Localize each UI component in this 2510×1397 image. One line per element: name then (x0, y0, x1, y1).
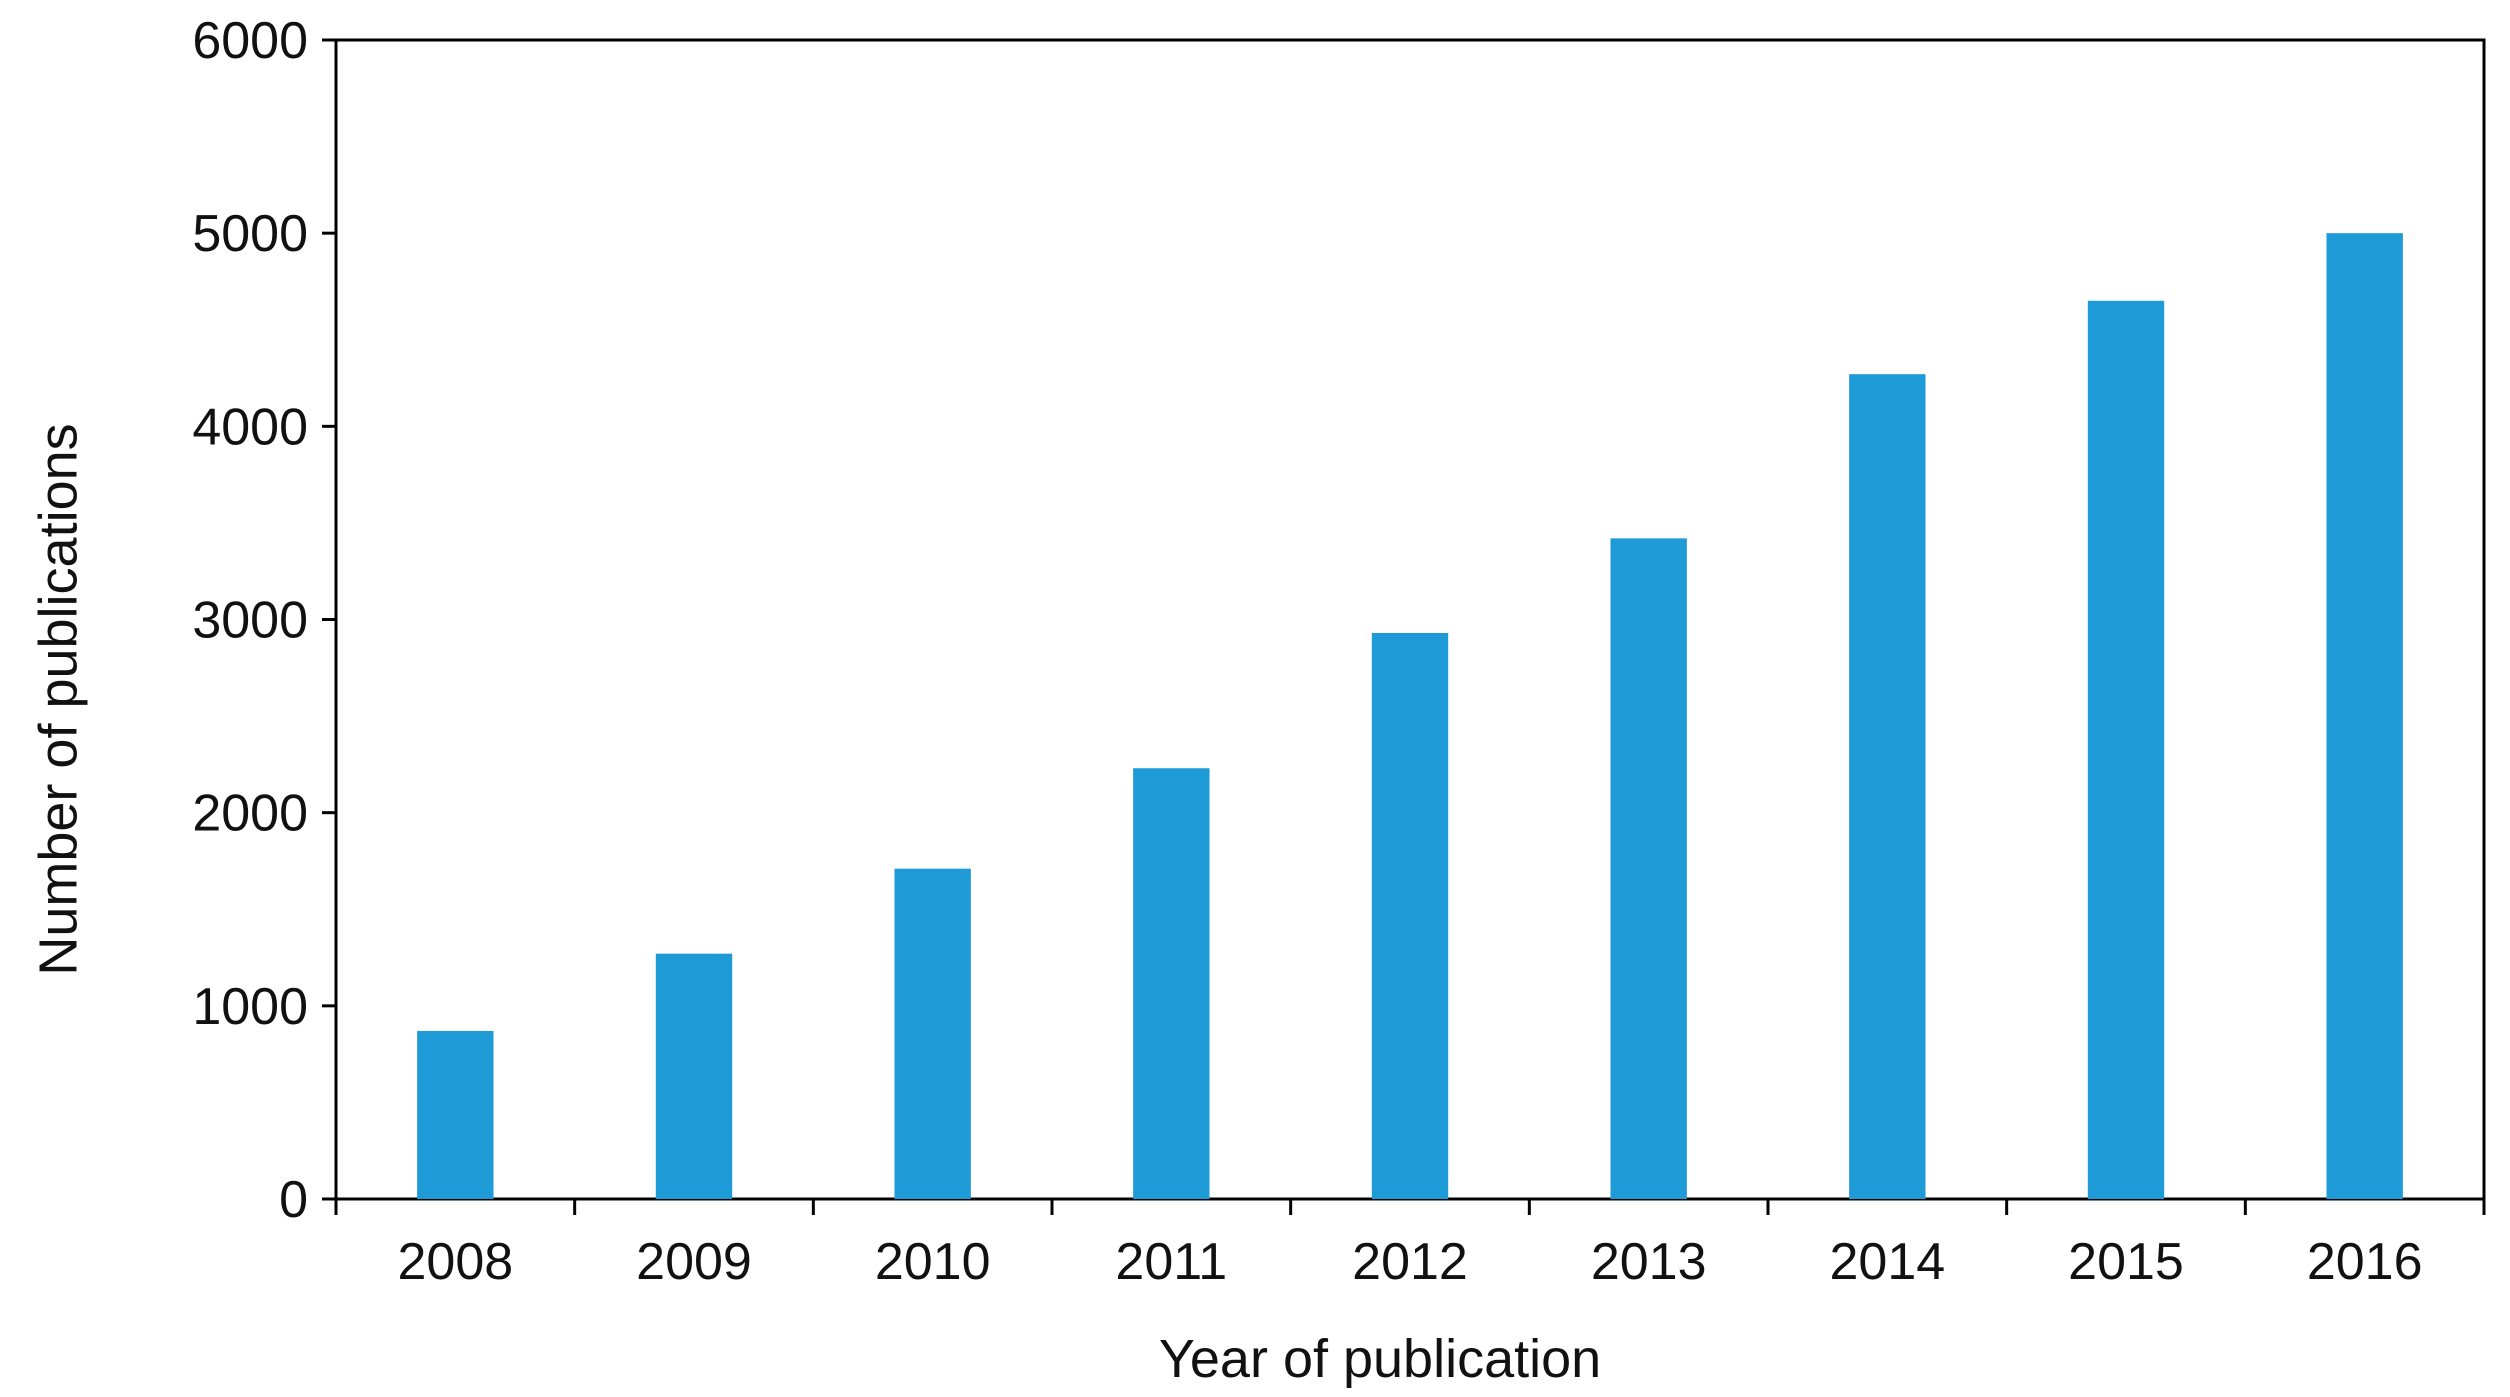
y-tick-label: 1000 (192, 978, 308, 1036)
bar-2008 (417, 1030, 494, 1199)
x-tick-label: 2016 (2307, 1233, 2423, 1291)
y-tick-label: 2000 (192, 785, 308, 843)
x-axis: 2008 2009 2010 2011 2012 2013 2014 2015 2016 (334, 1199, 2486, 1291)
y-tick-label: 3000 (192, 592, 308, 650)
x-tick-label: 2009 (636, 1233, 752, 1291)
y-tick-label: 5000 (192, 205, 308, 263)
x-axis-title: Year of publication (1159, 1329, 1601, 1389)
x-tick-label: 2008 (397, 1233, 513, 1291)
y-tick-label: 4000 (192, 398, 308, 456)
x-tick-label: 2015 (2068, 1233, 2184, 1291)
y-axis: 0 1000 2000 3000 4000 5000 6000 (192, 12, 336, 1229)
bar-2014 (1849, 374, 1926, 1199)
y-tick-label: 6000 (192, 12, 308, 70)
y-tick-label: 0 (279, 1171, 308, 1229)
bars (417, 233, 2403, 1199)
bar-2010 (894, 868, 971, 1199)
bar-2016 (2326, 233, 2403, 1199)
bar-2015 (2087, 300, 2165, 1199)
x-tick-label: 2012 (1352, 1233, 1468, 1291)
bar-2011 (1133, 768, 1210, 1199)
x-tick-label: 2013 (1591, 1233, 1707, 1291)
bar-2009 (655, 953, 733, 1199)
x-tick-label: 2010 (875, 1233, 991, 1291)
x-tick-label: 2011 (1115, 1233, 1227, 1291)
bar-2013 (1610, 538, 1687, 1199)
x-tick-label: 2014 (1829, 1233, 1945, 1291)
bar-2012 (1371, 633, 1449, 1199)
y-axis-title: Number of publications (28, 423, 88, 975)
